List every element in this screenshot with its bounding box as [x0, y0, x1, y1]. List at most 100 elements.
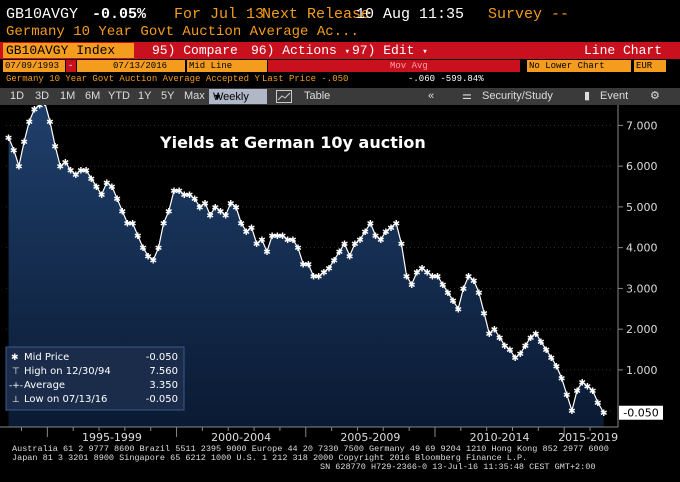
- data-point: ✱: [506, 346, 514, 356]
- legend-low-label: Low on 07/13/16: [24, 394, 107, 405]
- high-marker-icon: ⊤: [12, 367, 20, 377]
- last-price: Last Price -.050: [262, 74, 349, 84]
- price-change: -.060 -599.84%: [408, 74, 484, 84]
- data-point: ✱: [439, 281, 447, 291]
- data-point: ✱: [372, 232, 380, 242]
- data-point: ✱: [284, 236, 292, 246]
- data-point: ✱: [413, 269, 421, 279]
- edit-button[interactable]: 97) Edit ▾: [352, 42, 428, 59]
- x-tick-label: 1995-1999: [82, 431, 142, 444]
- data-point: ✱: [547, 354, 555, 364]
- data-point: ✱: [206, 212, 214, 222]
- compare-label: Compare: [183, 43, 238, 58]
- price-line: [8, 105, 605, 414]
- start-date-field[interactable]: 07/09/1993: [3, 60, 65, 72]
- data-point: ✱: [31, 106, 39, 116]
- data-point: ✱: [165, 207, 173, 217]
- tab-max[interactable]: Max: [184, 90, 205, 102]
- event-flag-icon[interactable]: ▮: [584, 90, 591, 102]
- last-value-box: [619, 405, 663, 420]
- x-tick-label: 2000-2004: [211, 431, 271, 444]
- data-points: ✱✱✱✱✱✱✱✱✱✱✱✱✱✱✱✱✱✱✱✱✱✱✱✱✱✱✱✱✱✱✱✱✱✱✱✱✱✱✱✱…: [5, 105, 608, 419]
- survey: Survey --: [488, 6, 570, 23]
- legend-background: [5, 346, 185, 411]
- ticker: GB10AVGY: [6, 6, 79, 23]
- data-point: ✱: [361, 228, 369, 238]
- data-point: ✱: [367, 220, 375, 230]
- mov-avg-label: Mov Avg: [390, 61, 428, 71]
- data-point: ✱: [253, 240, 261, 250]
- data-point: ✱: [382, 228, 390, 238]
- sliders-icon[interactable]: ⚌: [462, 90, 472, 102]
- frequency-select[interactable]: Weekly ▼: [209, 89, 267, 104]
- line-chart-icon[interactable]: [276, 88, 296, 105]
- gear-icon[interactable]: ⚙: [650, 90, 660, 102]
- tab-6m[interactable]: 6M: [85, 90, 101, 102]
- for-date: For Jul 13: [174, 6, 265, 23]
- mov-avg-bar[interactable]: Mov Avg: [268, 60, 520, 72]
- series-description: Germany 10 Year Govt Auction Average Acc…: [6, 74, 260, 84]
- end-date-value: 07/13/2016: [113, 61, 168, 71]
- menu-bar: GB10AVGY Index 95) Compare 96) Actions ▾…: [0, 42, 680, 59]
- line-chart[interactable]: ✱✱✱✱✱✱✱✱✱✱✱✱✱✱✱✱✱✱✱✱✱✱✱✱✱✱✱✱✱✱✱✱✱✱✱✱✱✱✱✱…: [0, 105, 680, 450]
- data-point: ✱: [124, 220, 132, 230]
- line-type-select[interactable]: Mid Line: [187, 60, 267, 72]
- data-point: ✱: [129, 220, 137, 230]
- compare-num: 95): [152, 43, 176, 58]
- toolbar: 1D 3D 1M 6M YTD 1Y 5Y Max Weekly ▼ Table…: [0, 88, 680, 105]
- dash-separator: -: [66, 60, 76, 72]
- data-point: ✱: [15, 163, 23, 173]
- y-tick-label: 5.000: [626, 201, 658, 214]
- data-point: ✱: [20, 138, 28, 148]
- data-point: ✱: [196, 203, 204, 213]
- data-point: ✱: [10, 146, 18, 156]
- data-point: ✱: [77, 167, 85, 177]
- currency-select[interactable]: EUR: [634, 60, 666, 72]
- line-chart-icon-svg: [276, 90, 292, 103]
- tab-1d[interactable]: 1D: [10, 90, 25, 102]
- data-point: ✱: [46, 118, 54, 128]
- data-point: ✱: [263, 248, 271, 258]
- tab-1m[interactable]: 1M: [60, 90, 76, 102]
- legend-average-value: 3.350: [149, 380, 178, 391]
- data-point: ✱: [341, 240, 349, 250]
- data-point: ✱: [522, 342, 530, 352]
- lower-chart-select[interactable]: No Lower Chart: [527, 60, 631, 72]
- data-point: ✱: [325, 265, 333, 275]
- security-field[interactable]: GB10AVGY Index: [3, 43, 134, 58]
- data-point: ✱: [501, 342, 509, 352]
- last-value-text: -0.050: [623, 407, 658, 420]
- data-point: ✱: [305, 260, 313, 270]
- actions-button[interactable]: 96) Actions ▾: [251, 42, 350, 59]
- legend-low-value: -0.050: [146, 394, 178, 405]
- tab-ytd[interactable]: YTD: [108, 90, 130, 102]
- data-point: ✱: [88, 175, 96, 185]
- data-point: ✱: [279, 232, 287, 242]
- data-point: ✱: [460, 285, 468, 295]
- data-point: ✱: [5, 134, 13, 144]
- data-point: ✱: [434, 273, 442, 283]
- data-point: ✱: [268, 232, 276, 242]
- data-point: ✱: [553, 362, 561, 372]
- caret-down-icon: ▾: [422, 47, 428, 57]
- tab-1y[interactable]: 1Y: [138, 90, 152, 102]
- data-point: ✱: [294, 244, 302, 254]
- compare-button[interactable]: 95) Compare: [152, 42, 238, 59]
- line-chart-view[interactable]: Line Chart: [583, 43, 662, 58]
- tab-table[interactable]: Table: [304, 90, 331, 102]
- data-point: ✱: [496, 334, 504, 344]
- data-point: ✱: [584, 383, 592, 393]
- tab-3d[interactable]: 3D: [35, 90, 50, 102]
- scroll-left-icon[interactable]: «: [428, 90, 435, 102]
- end-date-field[interactable]: 07/13/2016: [77, 60, 185, 72]
- data-point: ✱: [351, 240, 359, 250]
- tab-event[interactable]: Event: [600, 90, 629, 102]
- tab-5y[interactable]: 5Y: [161, 90, 175, 102]
- data-point: ✱: [201, 199, 209, 209]
- tab-security-study[interactable]: Security/Study: [482, 90, 553, 102]
- legend-average-label: Average: [24, 380, 65, 391]
- legend-mid-price-value: -0.050: [146, 352, 178, 363]
- data-point: ✱: [36, 105, 44, 112]
- y-tick-label: 1.000: [626, 364, 658, 377]
- data-point: ✱: [232, 203, 240, 213]
